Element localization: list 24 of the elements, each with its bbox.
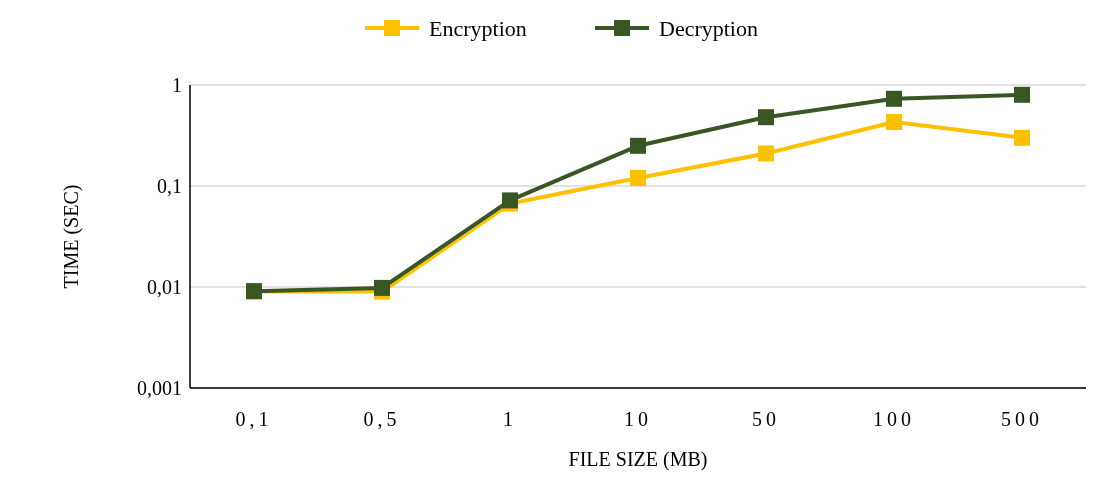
x-tick-label: 0,1: [235, 408, 273, 430]
point: [630, 137, 646, 154]
y-axis-title: TIME (SEC): [60, 184, 83, 289]
y-tick-label: 0,001: [137, 377, 182, 399]
legend-label: Encryption: [429, 15, 527, 41]
point: [758, 145, 774, 162]
x-tick-label: 100: [873, 408, 915, 430]
x-tick-label: 1: [503, 408, 517, 430]
y-tick-label: 0,1: [157, 175, 182, 197]
x-tick-label: 50: [752, 408, 780, 430]
point: [1014, 86, 1030, 103]
y-tick-label: 0,01: [147, 276, 182, 298]
point: [374, 279, 390, 296]
point: [886, 114, 902, 131]
point: [630, 170, 646, 186]
y-tick-label: 1: [172, 74, 182, 96]
legend-label: Decryption: [659, 15, 758, 41]
x-tick-label: 10: [624, 408, 652, 430]
x-axis-title: FILE SIZE (MB): [568, 448, 708, 471]
point: [1014, 129, 1030, 146]
point: [886, 90, 902, 107]
point: [758, 109, 774, 126]
x-tick-label: 0,5: [363, 408, 401, 430]
x-tick-label: 500: [1001, 408, 1043, 430]
